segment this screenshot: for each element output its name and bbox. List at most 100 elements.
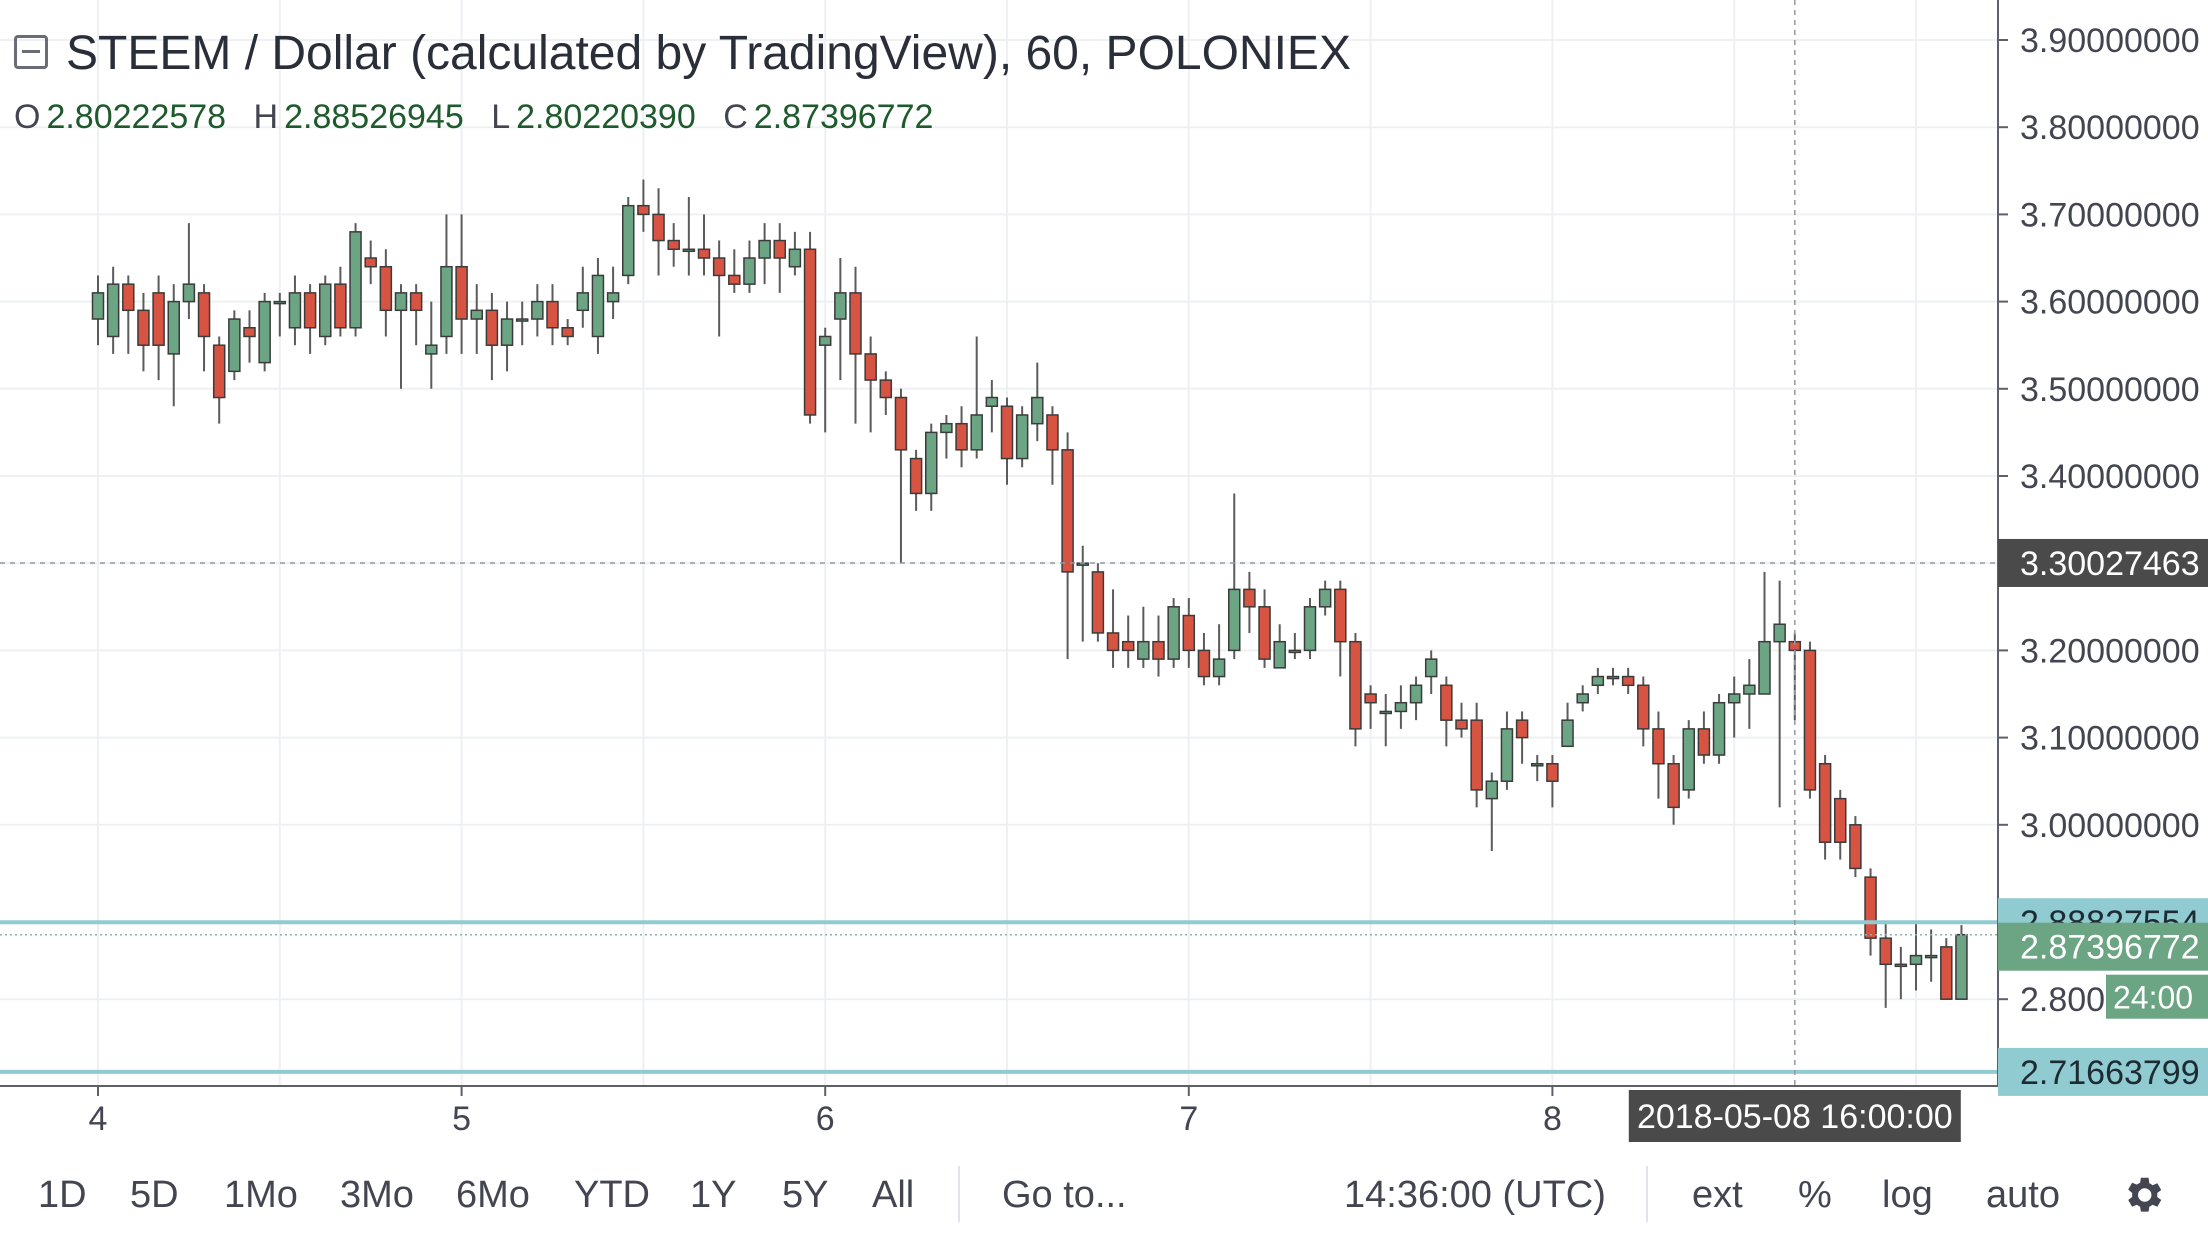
time-tick-label: 7 (1179, 1100, 1198, 1138)
hline-price-tag: 2.71663799 (2020, 1054, 2200, 1092)
candle-body (91, 292, 105, 320)
candle-body (1667, 763, 1680, 809)
candle-body (515, 318, 529, 322)
candle-body (1061, 449, 1074, 573)
toolbar-divider (1646, 1166, 1648, 1222)
candle-body (1894, 963, 1908, 968)
candle-body (1682, 728, 1695, 791)
candle-body (1106, 632, 1120, 652)
candle-body (1243, 588, 1256, 608)
candle-body (849, 292, 862, 355)
range-6mo-button[interactable]: 6Mo (456, 1174, 530, 1216)
candle-body (122, 283, 135, 312)
candle-body (1591, 675, 1605, 687)
goto-button[interactable]: Go to... (1002, 1174, 1127, 1216)
candle-body (682, 248, 696, 253)
candle-body (1546, 763, 1559, 782)
price-tick-label: 3.50000000 (2020, 371, 2200, 409)
candle-body (576, 292, 590, 312)
ext-button[interactable]: ext (1692, 1174, 1743, 1216)
ohlc-values: O 2.80222578 H 2.88526945 L 2.80220390 C 2.8… (14, 98, 951, 137)
open-label: O (14, 98, 41, 136)
candle-body (379, 265, 393, 312)
range-3mo-button[interactable]: 3Mo (340, 1174, 414, 1216)
candle-body (197, 292, 211, 338)
candle-body (152, 292, 165, 346)
candle-body (167, 300, 180, 355)
range-1mo-button[interactable]: 1Mo (224, 1174, 298, 1216)
candle-body (485, 309, 499, 346)
candle-body (788, 248, 802, 268)
candle-body (940, 422, 953, 434)
low-value: 2.80220390 (516, 98, 696, 136)
range-1d-button[interactable]: 1D (38, 1174, 87, 1216)
candle-body (1318, 588, 1332, 608)
crosshair-price-tag-bg (1998, 538, 2208, 587)
price-tick-label: 3.00000000 (2020, 807, 2200, 845)
candle-body (1409, 684, 1423, 704)
candle-body (1091, 571, 1105, 634)
candle-body (1834, 797, 1847, 843)
candle-body (1879, 937, 1892, 966)
candle-body (743, 257, 756, 285)
time-tick-label: 4 (89, 1100, 108, 1138)
candle-body (1515, 719, 1529, 739)
candle-body (561, 327, 574, 338)
candle-body (258, 300, 271, 364)
candles (91, 179, 1968, 1008)
price-chart[interactable]: 3.90000000 3.80000000 3.70000000 3.60000000… (0, 0, 2208, 1146)
high-value: 2.88526945 (284, 98, 464, 136)
candle-body (879, 379, 893, 399)
candle-body (1758, 640, 1771, 695)
candle-body (985, 396, 999, 407)
range-5y-button[interactable]: 5Y (782, 1174, 829, 1216)
range-5d-button[interactable]: 5D (130, 1174, 179, 1216)
candle-body (955, 422, 968, 451)
candle-body (1561, 719, 1574, 748)
percent-button[interactable]: % (1798, 1174, 1832, 1216)
candle-body (1818, 763, 1832, 843)
candle-body (728, 274, 741, 285)
candle-body (1606, 675, 1620, 680)
candle-body (303, 292, 317, 329)
candle-body (1621, 675, 1635, 687)
collapse-icon[interactable] (14, 35, 48, 70)
candle-body (1258, 606, 1271, 660)
candle-body (1303, 606, 1317, 652)
candle-body (1379, 710, 1392, 715)
time-tick-label: 5 (452, 1100, 471, 1138)
log-button[interactable]: log (1882, 1174, 1933, 1216)
candle-body (470, 309, 483, 320)
candle-body (1197, 649, 1211, 678)
candle-body (1440, 684, 1453, 721)
candle-body (364, 257, 377, 268)
price-tags: 3.300274632.888275542.716637992.87396772… (1628, 538, 2208, 1142)
high-label: H (253, 98, 279, 136)
horizontal-lines[interactable] (0, 920, 1998, 1074)
candle-body (1334, 588, 1347, 643)
range-all-button[interactable]: All (872, 1174, 915, 1216)
clock-label: 14:36:00 (UTC) (1344, 1174, 1606, 1216)
range-ytd-button[interactable]: YTD (574, 1174, 650, 1216)
countdown-label: 24:00 (2113, 980, 2193, 1016)
candle-body (925, 431, 938, 495)
candle-body (1364, 693, 1377, 704)
symbol-title: STEEM / Dollar (calculated by TradingVie… (66, 27, 1351, 80)
candle-body (606, 292, 620, 303)
settings-gear-icon[interactable] (2120, 1172, 2166, 1218)
candle-body (1697, 728, 1711, 756)
range-1y-button[interactable]: 1Y (690, 1174, 737, 1216)
auto-button[interactable]: auto (1986, 1174, 2060, 1216)
toolbar-divider (958, 1166, 960, 1222)
candle-body (667, 239, 680, 251)
low-label: L (491, 98, 511, 136)
candle-body (1137, 640, 1150, 660)
open-value: 2.80222578 (46, 98, 227, 136)
candle-body (137, 309, 150, 346)
candle-body (1424, 658, 1438, 678)
candle-body (1031, 396, 1044, 425)
candle-body (1849, 824, 1862, 870)
crosshair (0, 0, 1998, 1086)
candle-body (1803, 649, 1817, 791)
candle-body (758, 239, 771, 259)
